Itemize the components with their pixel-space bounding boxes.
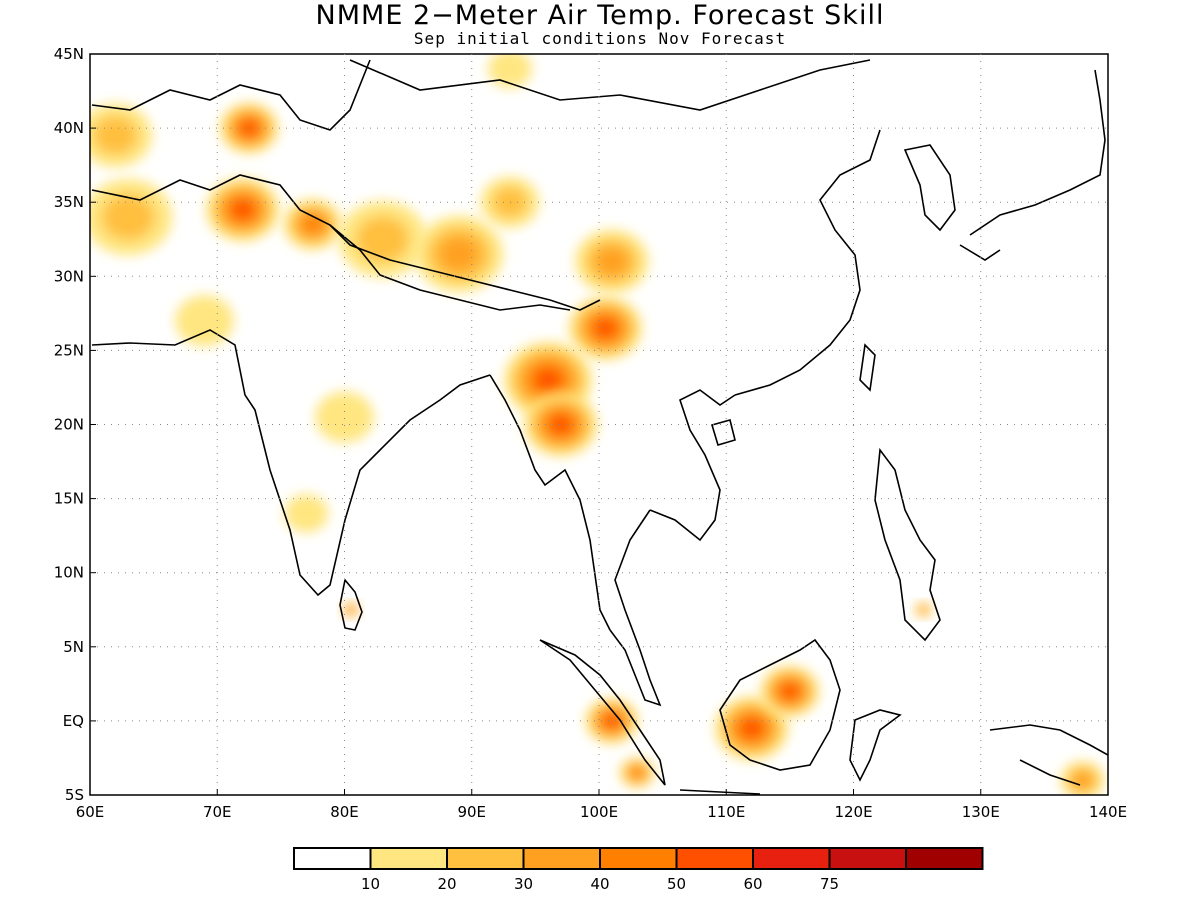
lat-tick-label: 30N	[54, 267, 84, 285]
coastline-sulawesi	[849, 709, 902, 782]
skill-region-borneo-north	[760, 665, 820, 717]
skill-region-yunnan	[568, 296, 642, 360]
skill-region-mindanao	[914, 602, 933, 618]
coastline-japan	[959, 69, 1106, 261]
coastline-india	[91, 329, 491, 597]
lon-tick-label: 130E	[962, 803, 1000, 821]
skill-region-mongolia-west	[487, 54, 532, 88]
lon-tick-label: 110E	[707, 803, 745, 821]
coastline-korea	[903, 144, 956, 232]
lon-tick-label: 60E	[76, 803, 105, 821]
lat-tick-label: 20N	[54, 416, 84, 434]
border-mongolia	[349, 59, 871, 111]
gridlines	[90, 54, 1108, 795]
skill-region-india-central	[315, 391, 374, 443]
lon-tick-label: 120E	[834, 803, 872, 821]
colorbar-label: 75	[820, 875, 839, 893]
colorbar-label: 30	[514, 875, 533, 893]
colorbar-label: 60	[743, 875, 762, 893]
border-central-asia	[91, 59, 601, 311]
lat-tick-label: 25N	[54, 341, 84, 359]
border-himalaya	[329, 224, 571, 311]
colorbar-label: 20	[437, 875, 456, 893]
lon-tick-label: 80E	[330, 803, 359, 821]
lon-tick-label: 140E	[1089, 803, 1127, 821]
colorbar-label: 50	[667, 875, 686, 893]
coastline-sri-lanka	[339, 578, 363, 631]
skill-region-tibet-central	[415, 215, 503, 293]
lat-tick-label: 10N	[54, 564, 84, 582]
skill-region-borneo-west	[715, 696, 789, 761]
lon-tick-label: 100E	[580, 803, 618, 821]
skill-region-tibet-west	[338, 201, 427, 278]
lon-tick-label: 70E	[203, 803, 232, 821]
map-title: NMME 2−Meter Air Temp. Forecast Skill	[315, 0, 885, 31]
lon-tick-label: 90E	[457, 803, 486, 821]
colorbar-swatch	[369, 847, 448, 870]
skill-region-kashmir	[283, 198, 342, 250]
coastline-indochina	[649, 389, 736, 542]
coastline-china	[734, 129, 881, 396]
map-subtitle: Sep initial conditions Nov Forecast	[413, 29, 787, 48]
coastline-sumatra	[539, 639, 666, 786]
lat-tick-label: 35N	[54, 193, 84, 211]
colorbar-swatch	[446, 847, 525, 870]
colorbar-swatch	[828, 847, 907, 870]
coastline-taiwan	[859, 343, 876, 392]
skill-region-sichuan	[575, 229, 649, 294]
coastline-hainan	[710, 419, 736, 446]
skill-region-iran-east	[90, 178, 173, 256]
skill-shading	[90, 54, 1105, 795]
lat-tick-label: 15N	[54, 490, 84, 508]
skill-region-tajikistan-kyrgyzstan	[219, 102, 279, 154]
coastline-java	[679, 789, 761, 795]
colorbar-label: 40	[590, 875, 609, 893]
coastline-myanmar	[489, 374, 611, 631]
colorbar-swatch	[905, 847, 984, 870]
skill-region-sumatra-central	[585, 697, 639, 744]
skill-region-myanmar-central	[524, 392, 598, 457]
colorbar-label: 10	[361, 875, 380, 893]
skill-region-sri-lanka	[342, 602, 360, 618]
lat-tick-label: 45N	[54, 45, 84, 63]
skill-region-india-south	[284, 494, 329, 533]
colorbar-swatch	[599, 847, 678, 870]
colorbar: 10 20 30 40 50 60 75	[293, 847, 984, 893]
lat-tick-label: 5N	[63, 638, 84, 656]
skill-region-turkmenistan	[90, 103, 153, 168]
skill-region-sumatra-south	[619, 757, 655, 789]
colorbar-swatch	[675, 847, 754, 870]
plot-frame	[89, 53, 1109, 796]
lon-tick-labels: 60E 70E 80E 90E 100E 110E 120E 130E 140E	[76, 789, 1127, 821]
lat-tick-label: 5S	[65, 786, 84, 804]
coastline-borneo	[719, 638, 841, 771]
coastline-new-guinea	[989, 724, 1108, 786]
coastline-philippines	[874, 447, 941, 642]
colorbar-swatch	[293, 847, 372, 870]
coastlines	[91, 59, 1108, 795]
lat-tick-label: 40N	[54, 119, 84, 137]
colorbar-swatch	[522, 847, 601, 870]
coastline-malay-peninsula	[609, 509, 662, 707]
colorbar-swatch	[752, 847, 831, 870]
skill-region-india-northwest	[175, 295, 234, 347]
skill-region-tibet-north	[480, 176, 540, 228]
skill-region-afghanistan-pakistan-north	[206, 177, 280, 242]
lat-tick-label: EQ	[63, 712, 84, 730]
lat-tick-labels: 45N 40N 35N 30N 25N 20N 15N 10N 5N EQ 5S	[54, 45, 96, 804]
